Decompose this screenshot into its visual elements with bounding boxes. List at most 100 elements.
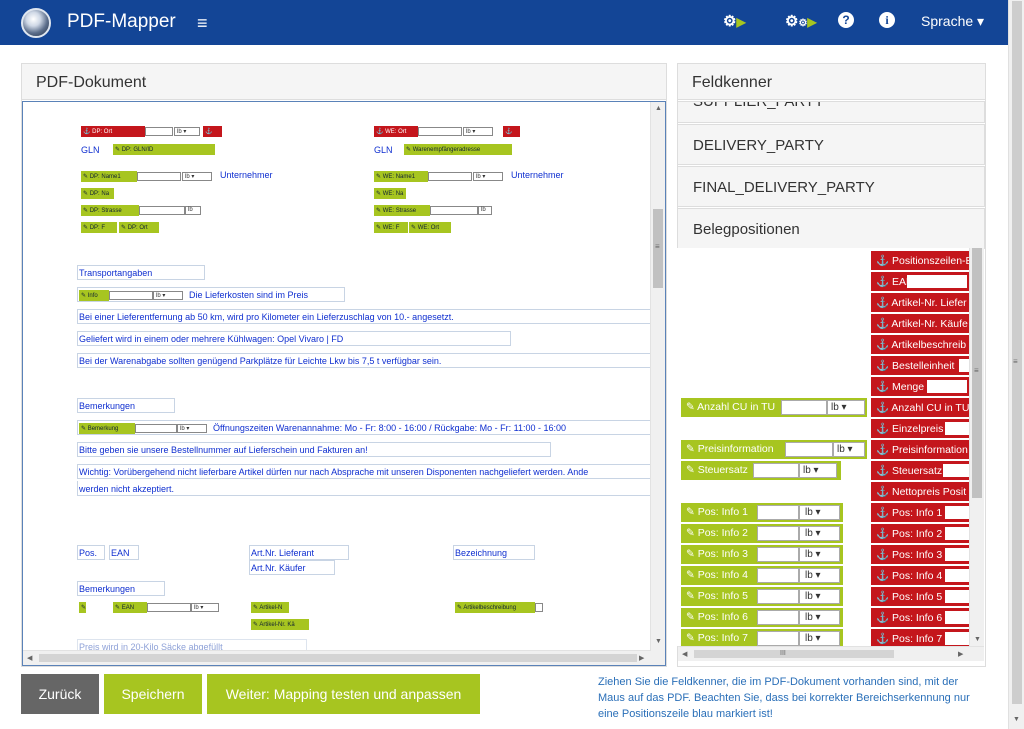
- artikelbeschreibung-input[interactable]: [535, 603, 543, 612]
- field-input[interactable]: [757, 610, 799, 625]
- field-input[interactable]: [757, 547, 799, 562]
- info-icon[interactable]: i: [879, 12, 895, 28]
- we-strasse-select[interactable]: lb: [478, 206, 492, 215]
- field-bestelleinheit-input[interactable]: [959, 359, 969, 372]
- section-delivery-party[interactable]: DELIVERY_PARTY: [677, 124, 985, 165]
- field-input[interactable]: [757, 505, 799, 520]
- field-input[interactable]: [781, 400, 827, 415]
- field-select[interactable]: lb ▾: [827, 400, 865, 415]
- field-einzelpreis-input[interactable]: [945, 422, 969, 435]
- brand-title[interactable]: PDF-Mapper: [67, 11, 176, 32]
- field-select[interactable]: lb ▾: [799, 505, 840, 520]
- scroll-down-arrow[interactable]: ▼: [974, 636, 981, 643]
- we-name-select[interactable]: lb ▾: [473, 172, 503, 181]
- info-input[interactable]: [109, 291, 153, 300]
- pdf-page[interactable]: ⚓ DP: Ort lb ▾ ⚓ ⚓ WE: Ort lb ▾ ⚓ GLN ✎ …: [23, 102, 651, 650]
- field-select[interactable]: lb ▾: [799, 463, 837, 478]
- field-bestelleinheit[interactable]: ⚓ Bestelleinheit: [871, 356, 969, 375]
- dp-name-input[interactable]: [137, 172, 181, 181]
- anchor-info[interactable]: ✎ Info: [79, 290, 109, 301]
- field-select[interactable]: lb ▾: [833, 442, 865, 457]
- field-input[interactable]: [753, 463, 799, 478]
- field-pos-info-1-red[interactable]: ⚓ Pos: Info 1: [871, 503, 969, 522]
- field-positionszeilen[interactable]: ⚓ Positionszeilen-B: [871, 251, 969, 270]
- scroll-right-arrow[interactable]: ▶: [639, 655, 645, 662]
- field-select[interactable]: lb ▾: [799, 526, 840, 541]
- we-name-input[interactable]: [428, 172, 472, 181]
- page-vertical-scrollbar[interactable]: ≡ ▼: [1008, 0, 1024, 729]
- anchor-artikelbeschreibung[interactable]: ✎ Artikelbeschreibung: [455, 602, 535, 613]
- field-input[interactable]: [757, 526, 799, 541]
- pdf-vertical-scrollbar[interactable]: ▲ ≡ ▼: [650, 102, 665, 665]
- anchor-we-na[interactable]: ✎ WE: Na: [374, 188, 406, 199]
- field-ean-input[interactable]: [907, 275, 967, 288]
- scroll-up-arrow[interactable]: ▲: [655, 105, 662, 112]
- anchor-we-ort2[interactable]: ✎ WE: Ort: [409, 222, 451, 233]
- field-input[interactable]: [757, 631, 799, 646]
- pdf-viewer[interactable]: ⚓ DP: Ort lb ▾ ⚓ ⚓ WE: Ort lb ▾ ⚓ GLN ✎ …: [22, 101, 666, 666]
- field-preisinformation-green[interactable]: ✎ Preisinformation lb ▾: [681, 440, 867, 459]
- anchor-dp-strasse[interactable]: ✎ DP: Strasse: [81, 205, 139, 216]
- field-pos-info-6-green[interactable]: ✎ Pos: Info 6 lb ▾: [681, 608, 843, 627]
- anchor-pos-small[interactable]: ✎: [79, 602, 86, 613]
- anchor-dp-name[interactable]: ✎ DP: Name1: [81, 171, 137, 182]
- anchor-icon[interactable]: ⚓: [203, 126, 222, 137]
- field-input[interactable]: [785, 442, 833, 457]
- field-pos-info-4-green[interactable]: ✎ Pos: Info 4 lb ▾: [681, 566, 843, 585]
- feldkenner-horizontal-scrollbar[interactable]: ◀ III ▶: [678, 646, 984, 661]
- field-nettopreis[interactable]: ⚓ Nettopreis Posit: [871, 482, 969, 501]
- field-input[interactable]: [945, 590, 969, 603]
- field-artikel-nr-lieferant[interactable]: ⚓ Artikel-Nr. Liefer: [871, 293, 969, 312]
- help-icon[interactable]: ?: [838, 12, 854, 28]
- anchor-bemerkung[interactable]: ✎ Bemerkung: [79, 423, 135, 434]
- field-anzahl-cu-green[interactable]: ✎ Anzahl CU in TU lb ▾: [681, 398, 867, 417]
- scroll-left-arrow[interactable]: ◀: [682, 651, 688, 658]
- field-pos-info-5-green[interactable]: ✎ Pos: Info 5 lb ▾: [681, 587, 843, 606]
- anchor-we-name[interactable]: ✎ WE: Name1: [374, 171, 428, 182]
- anchor-we-gln[interactable]: ✎ Warenempfängeradresse: [404, 144, 512, 155]
- language-dropdown[interactable]: Sprache ▾: [921, 13, 985, 29]
- field-pos-info-5-red[interactable]: ⚓ Pos: Info 5: [871, 587, 969, 606]
- anchor-dp-ort-input[interactable]: [145, 127, 173, 136]
- field-pos-info-7-green[interactable]: ✎ Pos: Info 7 lb ▾: [681, 629, 843, 646]
- anchor-dp-f[interactable]: ✎ DP: F: [81, 222, 117, 233]
- field-ean[interactable]: ⚓ EAN: [871, 272, 969, 291]
- feldkenner-hscroll-thumb[interactable]: [694, 650, 894, 658]
- save-button[interactable]: Speichern: [104, 674, 202, 714]
- bemerkung-select[interactable]: lb ▾: [177, 424, 207, 433]
- next-mapping-button[interactable]: Weiter: Mapping testen und anpassen: [207, 674, 480, 714]
- field-preisinformation-red[interactable]: ⚓ Preisinformation: [871, 440, 969, 459]
- section-supplier-party[interactable]: SUPPLIER_PARTY: [677, 101, 985, 123]
- anchor-dp-glnid[interactable]: ✎ DP: GLN/ID: [113, 144, 215, 155]
- field-pos-info-1-green[interactable]: ✎ Pos: Info 1 lb ▾: [681, 503, 843, 522]
- info-select[interactable]: lb ▾: [153, 291, 183, 300]
- section-belegpositionen[interactable]: Belegpositionen: [677, 208, 985, 249]
- settings-multi-play-button[interactable]: ⚙⚙▶: [785, 12, 817, 30]
- field-anzahl-cu-red[interactable]: ⚓ Anzahl CU in TU: [871, 398, 969, 417]
- field-input[interactable]: [945, 527, 969, 540]
- anchor-artikel-nr[interactable]: ✎ Artikel-N: [251, 602, 289, 613]
- field-input[interactable]: [945, 569, 969, 582]
- pdf-hscroll-thumb[interactable]: [39, 654, 637, 662]
- anchor-dp-ort[interactable]: ⚓ DP: Ort: [81, 126, 145, 137]
- field-menge[interactable]: ⚓ Menge: [871, 377, 969, 396]
- field-input[interactable]: [945, 632, 969, 645]
- field-pos-info-3-green[interactable]: ✎ Pos: Info 3 lb ▾: [681, 545, 843, 564]
- field-select[interactable]: lb ▾: [799, 589, 840, 604]
- field-einzelpreis[interactable]: ⚓ Einzelpreis: [871, 419, 969, 438]
- anchor-we-ort[interactable]: ⚓ WE: Ort: [374, 126, 418, 137]
- field-steuersatz-green[interactable]: ✎ Steuersatz lb ▾: [681, 461, 841, 480]
- field-select[interactable]: lb ▾: [799, 631, 840, 646]
- field-artikel-nr-kaeufer[interactable]: ⚓ Artikel-Nr. Käufe: [871, 314, 969, 333]
- field-pos-info-7-red[interactable]: ⚓ Pos: Info 7: [871, 629, 969, 646]
- dp-name-select[interactable]: lb ▾: [182, 172, 212, 181]
- field-pos-info-2-green[interactable]: ✎ Pos: Info 2 lb ▾: [681, 524, 843, 543]
- scroll-right-arrow[interactable]: ▶: [958, 651, 964, 658]
- anchor-we-ort-input[interactable]: [418, 127, 462, 136]
- section-final-delivery-party[interactable]: FINAL_DELIVERY_PARTY: [677, 166, 985, 207]
- page-scroll-thumb[interactable]: [1012, 1, 1022, 704]
- anchor-dp-ort-select[interactable]: lb ▾: [174, 127, 200, 136]
- field-input[interactable]: [757, 568, 799, 583]
- field-pos-info-3-red[interactable]: ⚓ Pos: Info 3: [871, 545, 969, 564]
- anchor-we-strasse[interactable]: ✎ WE: Strasse: [374, 205, 430, 216]
